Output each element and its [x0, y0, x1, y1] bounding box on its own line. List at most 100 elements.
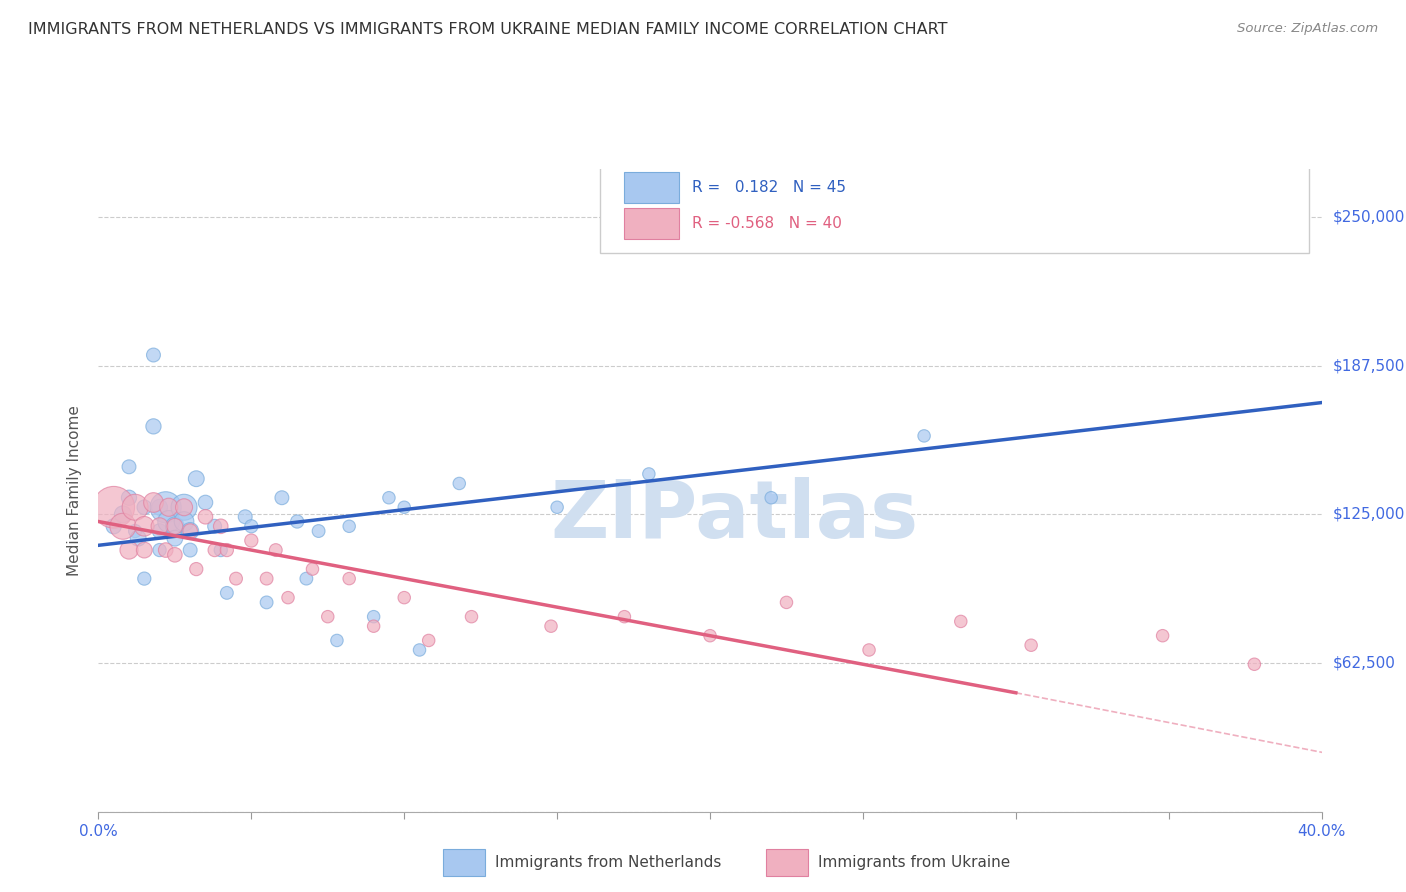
Point — [186, 472, 208, 486]
Point — [240, 533, 263, 548]
Point — [103, 519, 125, 533]
Point — [127, 531, 149, 545]
Point — [179, 524, 201, 538]
Point — [173, 500, 195, 515]
Text: Immigrants from Netherlands: Immigrants from Netherlands — [495, 855, 721, 870]
Point — [124, 524, 146, 538]
Point — [418, 633, 440, 648]
Point — [546, 500, 568, 515]
Point — [149, 524, 172, 538]
Point — [637, 467, 661, 481]
Point — [295, 572, 318, 586]
Point — [308, 524, 330, 538]
Point — [912, 429, 935, 443]
FancyBboxPatch shape — [600, 163, 1309, 253]
Text: Source: ZipAtlas.com: Source: ZipAtlas.com — [1237, 22, 1378, 36]
Point — [363, 609, 385, 624]
Point — [111, 519, 134, 533]
Point — [460, 609, 482, 624]
Y-axis label: Median Family Income: Median Family Income — [67, 405, 83, 576]
Point — [118, 459, 141, 474]
Point — [142, 495, 165, 509]
Point — [233, 509, 256, 524]
Point — [392, 591, 416, 605]
Point — [134, 572, 156, 586]
Point — [194, 495, 217, 509]
Point — [142, 348, 165, 362]
Point — [157, 500, 180, 515]
Point — [204, 519, 226, 533]
Point — [337, 572, 360, 586]
Point — [111, 508, 134, 522]
Point — [215, 543, 238, 558]
Point — [256, 572, 278, 586]
Point — [270, 491, 292, 505]
Point — [613, 609, 636, 624]
Point — [194, 509, 217, 524]
Point — [264, 543, 287, 558]
Point — [163, 519, 186, 533]
Text: $250,000: $250,000 — [1333, 210, 1405, 225]
Point — [157, 515, 180, 529]
Point — [277, 591, 299, 605]
Text: Immigrants from Ukraine: Immigrants from Ukraine — [818, 855, 1011, 870]
Point — [949, 615, 972, 629]
Text: R =   0.182   N = 45: R = 0.182 N = 45 — [692, 180, 845, 195]
Point — [186, 562, 208, 576]
Point — [103, 500, 125, 515]
Point — [759, 491, 782, 505]
Point — [240, 519, 263, 533]
Point — [1019, 638, 1042, 652]
Point — [179, 524, 201, 538]
Text: $187,500: $187,500 — [1333, 359, 1405, 373]
Point — [316, 609, 339, 624]
Point — [209, 519, 232, 533]
Text: IMMIGRANTS FROM NETHERLANDS VS IMMIGRANTS FROM UKRAINE MEDIAN FAMILY INCOME CORR: IMMIGRANTS FROM NETHERLANDS VS IMMIGRANT… — [28, 22, 948, 37]
Point — [408, 643, 430, 657]
Text: $62,500: $62,500 — [1333, 656, 1396, 671]
Point — [392, 500, 416, 515]
Point — [149, 519, 172, 533]
Point — [163, 548, 186, 562]
Point — [858, 643, 880, 657]
Point — [301, 562, 323, 576]
Point — [149, 543, 172, 558]
Point — [699, 629, 721, 643]
Point — [173, 500, 195, 515]
Point — [1152, 629, 1174, 643]
Point — [256, 595, 278, 609]
Point — [204, 543, 226, 558]
Text: R = -0.568   N = 40: R = -0.568 N = 40 — [692, 216, 842, 231]
Point — [775, 595, 797, 609]
Point — [173, 515, 195, 529]
Point — [179, 543, 201, 558]
Point — [225, 572, 247, 586]
Point — [142, 419, 165, 434]
Point — [1243, 657, 1265, 672]
FancyBboxPatch shape — [624, 172, 679, 202]
Point — [449, 476, 471, 491]
Text: ZIPatlas: ZIPatlas — [550, 477, 918, 556]
Point — [209, 543, 232, 558]
Point — [134, 500, 156, 515]
Point — [163, 519, 186, 533]
Point — [215, 586, 238, 600]
Point — [1219, 215, 1241, 229]
Point — [337, 519, 360, 533]
Point — [118, 491, 141, 505]
Point — [378, 491, 401, 505]
FancyBboxPatch shape — [624, 208, 679, 239]
Point — [163, 531, 186, 545]
Point — [155, 500, 177, 515]
Point — [134, 519, 156, 533]
Text: $125,000: $125,000 — [1333, 507, 1405, 522]
Point — [155, 543, 177, 558]
Point — [149, 500, 172, 515]
Point — [363, 619, 385, 633]
Point — [124, 500, 146, 515]
Point — [326, 633, 349, 648]
Point — [134, 543, 156, 558]
Point — [285, 515, 308, 529]
Point — [540, 619, 562, 633]
Point — [118, 543, 141, 558]
